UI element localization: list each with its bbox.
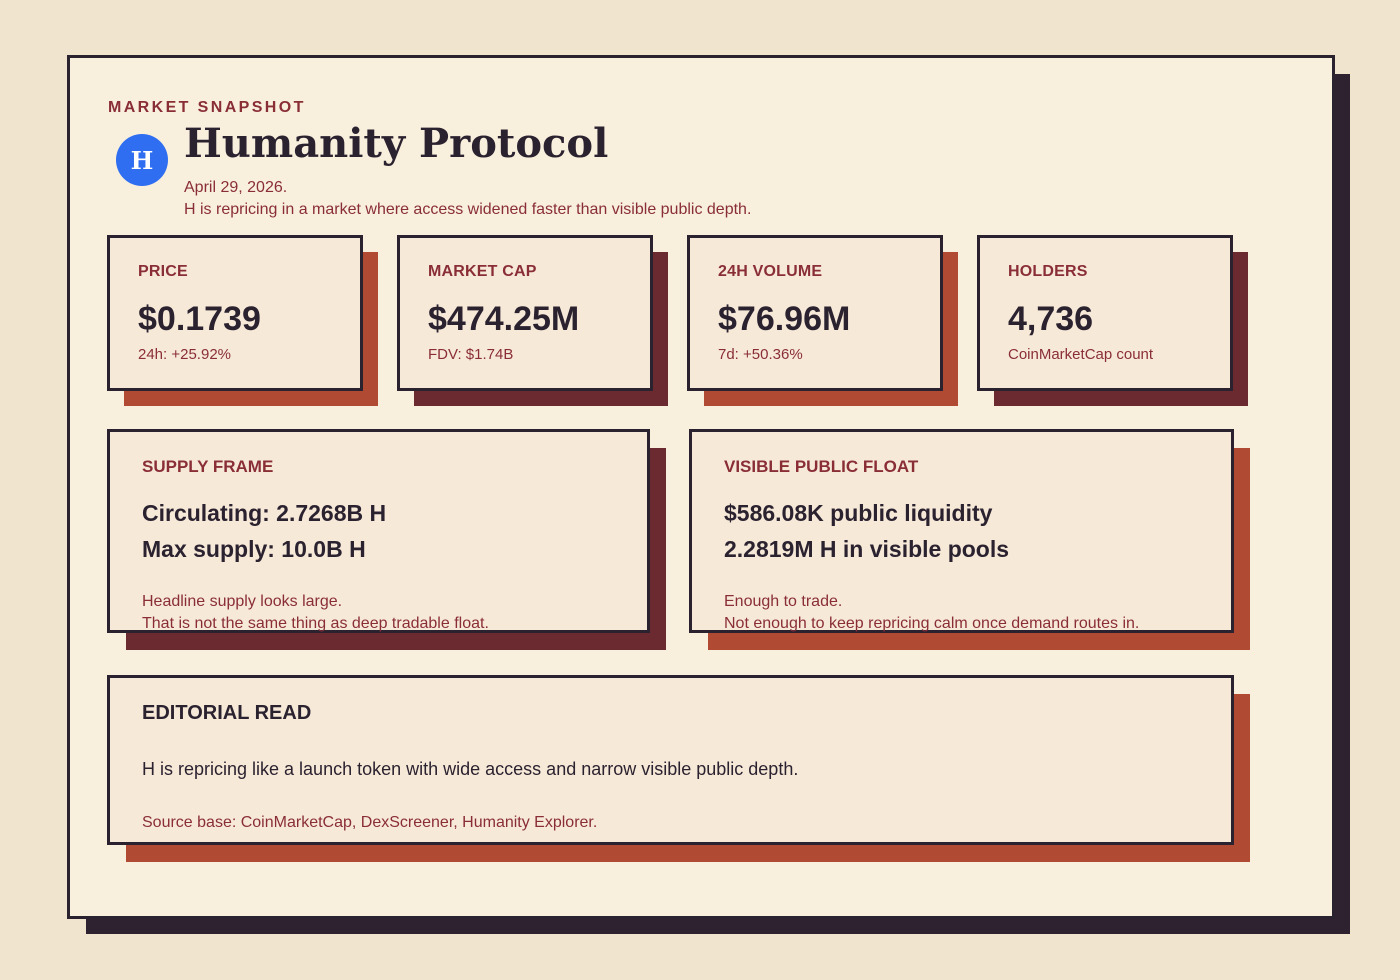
stat-label: HOLDERS	[1008, 263, 1088, 280]
public-liquidity: $586.08K public liquidity	[724, 500, 993, 526]
editorial-label: EDITORIAL READ	[142, 702, 312, 724]
circulating-supply: Circulating: 2.7268B H	[142, 500, 387, 526]
stat-label: PRICE	[138, 263, 188, 280]
stat-value: $0.1739	[138, 300, 261, 338]
visible-pools: 2.2819M H in visible pools	[724, 536, 1010, 562]
stat-label: 24H VOLUME	[718, 263, 823, 280]
editorial-read-panel: EDITORIAL READ H is repricing like a lau…	[107, 675, 1234, 845]
stat-card-price: PRICE $0.1739 24h: +25.92%	[107, 235, 363, 391]
stat-value: $76.96M	[718, 300, 851, 338]
visible-public-float-panel: VISIBLE PUBLIC FLOAT $586.08K public liq…	[689, 429, 1234, 633]
max-supply: Max supply: 10.0B H	[142, 536, 366, 562]
source-note: Source base: CoinMarketCap, DexScreener,…	[142, 814, 598, 831]
page-title: Humanity Protocol	[184, 120, 609, 167]
panel-note: That is not the same thing as deep trada…	[142, 615, 489, 632]
token-logo-icon: H	[116, 134, 168, 186]
page-subtitle: H is repricing in a market where access …	[184, 201, 752, 218]
panel-label: VISIBLE PUBLIC FLOAT	[724, 457, 919, 476]
stat-value: $474.25M	[428, 300, 580, 338]
stat-sub: 7d: +50.36%	[718, 346, 803, 363]
panel-note: Headline supply looks large.	[142, 593, 343, 610]
eyebrow-label: MARKET SNAPSHOT	[108, 99, 306, 116]
snapshot-date: April 29, 2026.	[184, 179, 288, 196]
stat-card-market-cap: MARKET CAP $474.25M FDV: $1.74B	[397, 235, 653, 391]
panel-note: Enough to trade.	[724, 593, 843, 610]
stat-value: 4,736	[1008, 300, 1094, 338]
supply-frame-panel: SUPPLY FRAME Circulating: 2.7268B H Max …	[107, 429, 650, 633]
panel-note: Not enough to keep repricing calm once d…	[724, 615, 1140, 632]
stat-sub: CoinMarketCap count	[1008, 346, 1154, 363]
editorial-body: H is repricing like a launch token with …	[142, 759, 799, 779]
stat-card-holders: HOLDERS 4,736 CoinMarketCap count	[977, 235, 1233, 391]
stat-card-volume: 24H VOLUME $76.96M 7d: +50.36%	[687, 235, 943, 391]
stat-sub: 24h: +25.92%	[138, 346, 231, 363]
stat-sub: FDV: $1.74B	[428, 346, 514, 363]
panel-label: SUPPLY FRAME	[142, 457, 274, 476]
stat-label: MARKET CAP	[428, 263, 537, 280]
